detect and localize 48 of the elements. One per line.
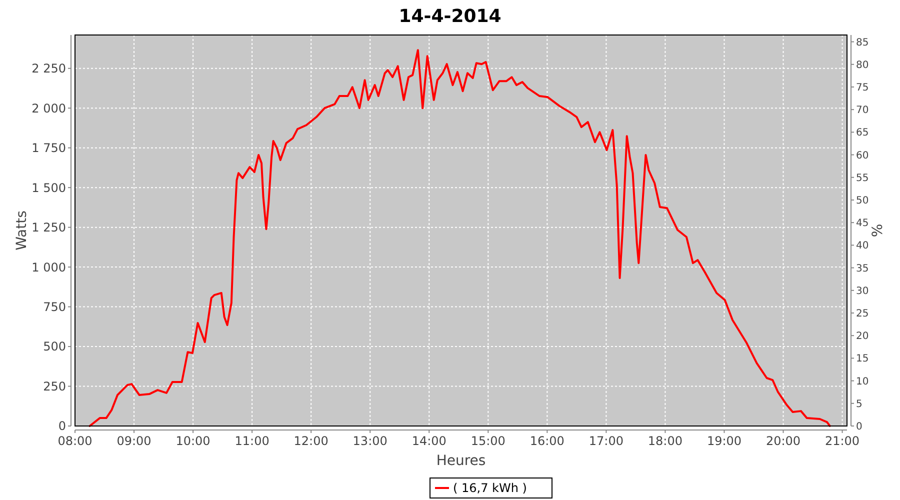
y-tick-label: 250 — [43, 379, 66, 394]
y-tick-label: 1 500 — [32, 180, 66, 195]
y-tick-label: 0 — [58, 419, 66, 434]
x-tick-label: 16:00 — [530, 434, 564, 448]
line-series — [88, 49, 831, 427]
y-tick-label: 500 — [43, 340, 66, 354]
y2-tick-label: 70 — [856, 105, 869, 116]
y-axis-title: Watts — [14, 210, 30, 250]
y2-tick-label: 60 — [856, 150, 869, 162]
y2-tick-label: 50 — [856, 195, 869, 206]
x-tick-label: 18:00 — [648, 434, 683, 448]
y2-tick-label: 15 — [856, 354, 869, 365]
y-tick-label: 1 250 — [32, 220, 66, 235]
y2-tick-label: 30 — [856, 286, 869, 297]
y2-tick-label: 35 — [856, 263, 869, 274]
y-tick-label: 1 000 — [32, 260, 66, 274]
y2-tick-label: 20 — [856, 331, 869, 342]
y2-tick-label: 55 — [856, 172, 869, 184]
x-tick-label: 20:00 — [766, 434, 801, 448]
x-tick-label: 14:00 — [412, 434, 446, 448]
y2-tick-label: 10 — [856, 376, 869, 388]
x-tick-label: 10:00 — [176, 434, 210, 448]
y-tick-label: 1 750 — [32, 141, 66, 156]
x-tick-label: 15:00 — [470, 434, 506, 448]
y2-axis-title: % — [870, 224, 886, 238]
y-tick-label: 750 — [43, 300, 66, 314]
y2-tick-label: 40 — [856, 240, 869, 252]
x-tick-label: 21:00 — [824, 434, 860, 448]
x-axis-title: Heures — [436, 453, 486, 469]
legend-label: ( 16,7 kWh ) — [453, 481, 527, 496]
y2-tick-label: 0 — [856, 422, 862, 432]
y2-tick-label: 65 — [856, 128, 869, 139]
x-tick-label: 19:00 — [706, 434, 742, 448]
y2-tick-label: 75 — [856, 82, 869, 94]
chart-title: 14-4-2014 — [398, 6, 502, 27]
y2-tick-label: 25 — [856, 308, 869, 320]
y2-tick-label: 45 — [856, 218, 869, 230]
x-tick-label: 12:00 — [294, 434, 328, 448]
y2-tick-label: 85 — [856, 37, 869, 48]
x-tick-label: 11:00 — [234, 434, 270, 448]
x-tick-label: 08:00 — [58, 434, 92, 448]
y2-tick-label: 80 — [856, 60, 869, 71]
y2-tick-label: 5 — [856, 398, 862, 410]
x-tick-label: 17:00 — [588, 434, 624, 448]
y-tick-label: 2 250 — [32, 62, 66, 76]
x-tick-label: 13:00 — [352, 434, 388, 448]
y-tick-label: 2 000 — [32, 101, 66, 116]
x-tick-label: 09:00 — [116, 434, 152, 448]
